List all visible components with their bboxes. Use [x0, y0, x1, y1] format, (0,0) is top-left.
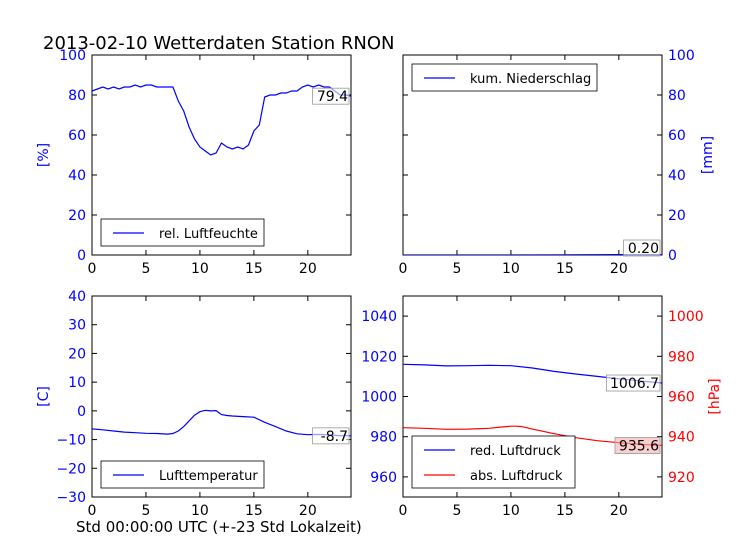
value-label-box: [312, 427, 350, 445]
legend-entry: red. Luftdruck: [470, 444, 561, 459]
value-label-box: [623, 239, 661, 257]
x-tick-label: 15: [245, 503, 263, 519]
x-tick-label: 10: [191, 503, 209, 519]
y-tick-label-right: 940: [668, 430, 695, 446]
y-tick-label-right: 960: [668, 390, 695, 406]
x-tick-label: 5: [141, 261, 150, 277]
y-tick-label-right: 980: [668, 349, 695, 365]
y-tick-label: 80: [668, 88, 686, 104]
y-tick-label: 960: [370, 470, 397, 486]
last-value-label: 0.20: [628, 241, 659, 257]
y-tick-label-right: 920: [668, 470, 695, 486]
y-tick-label: 40: [68, 168, 86, 184]
legend: kum. Niederschlag: [411, 63, 598, 92]
y-tick-label: 1000: [361, 390, 397, 406]
y-tick-label: 20: [668, 208, 686, 224]
value-label-box: [606, 374, 661, 392]
y-tick-label: 40: [668, 168, 686, 184]
y-tick-label: 100: [668, 48, 695, 64]
figure-title: 2013-02-10 Wetterdaten Station RNON: [43, 33, 394, 54]
x-tick-label: 20: [299, 261, 317, 277]
last-value-label: 935.6: [619, 439, 659, 455]
x-tick-label: 0: [88, 261, 97, 277]
y-axis-label: [%]: [36, 143, 52, 167]
last-value-label: 1006.7: [610, 376, 659, 392]
y-tick-label: 1020: [361, 349, 397, 365]
y-tick-label: 30: [68, 318, 86, 334]
y-tick-label: 0: [77, 404, 86, 420]
y-tick-label: 40: [68, 289, 86, 305]
x-tick-label: 20: [610, 503, 628, 519]
x-tick-label: 5: [141, 503, 150, 519]
x-tick-label: 15: [245, 261, 263, 277]
y-axis-label-right: [hPa]: [707, 378, 723, 414]
y-tick-label: 20: [68, 208, 86, 224]
y-tick-label: 20: [68, 346, 86, 362]
value-label-box: [614, 437, 661, 454]
last-value-label: 79.4: [317, 89, 348, 105]
y-tick-label: 980: [370, 430, 397, 446]
x-tick-label: 0: [399, 261, 408, 277]
plot-frame: [91, 54, 352, 256]
chart-humidity: 0 5 10 15 20 0 20 40 60 80 100 [%] 79.4 rel. Luftfeuc…: [36, 48, 352, 277]
x-tick-label: 0: [399, 503, 408, 519]
x-tick-label: 5: [452, 261, 461, 277]
y-tick-label: −10: [56, 433, 86, 449]
plot-frame: [91, 295, 352, 498]
legend-entry: rel. Luftfeuchte: [159, 227, 258, 242]
y-tick-label: 0: [77, 248, 86, 264]
legend-entry: kum. Niederschlag: [470, 72, 591, 87]
series-line-lufttemperatur: [92, 409, 351, 437]
x-tick-label: 0: [88, 503, 97, 519]
last-value-label: -8.7: [321, 429, 348, 445]
legend-frame: [411, 435, 576, 489]
y-axis-label: [C]: [36, 386, 52, 407]
x-axis-label: Std 00:00:00 UTC (+-23 Std Lokalzeit): [76, 518, 362, 536]
legend-entry: Lufttemperatur: [159, 469, 258, 484]
y-tick-label: 100: [59, 48, 86, 64]
y-tick-label: 0: [668, 248, 677, 264]
legend-entry: abs. Luftdruck: [470, 469, 563, 484]
y-tick-label: 10: [68, 375, 86, 391]
y-tick-label: −20: [56, 461, 86, 477]
x-tick-label: 5: [452, 503, 461, 519]
y-tick-label: 60: [68, 128, 86, 144]
y-tick-label: −30: [56, 490, 86, 506]
x-tick-label: 15: [556, 261, 574, 277]
x-tick-label: 20: [610, 261, 628, 277]
x-tick-label: 20: [299, 503, 317, 519]
x-tick-label: 10: [502, 261, 520, 277]
x-tick-label: 15: [556, 503, 574, 519]
legend: Lufttemperatur: [100, 460, 265, 489]
y-tick-label: 80: [68, 88, 86, 104]
legend: rel. Luftfeuchte: [100, 218, 265, 247]
x-tick-label: 10: [191, 261, 209, 277]
series-line-rel-luftfeuchte: [92, 84, 351, 156]
value-label-box: [312, 87, 350, 105]
series-line-abs-luftdruck: [403, 425, 662, 447]
y-tick-label: 1040: [361, 309, 397, 325]
x-tick-label: 10: [502, 503, 520, 519]
y-tick-label-right: 1000: [668, 309, 704, 325]
chart-temperature: 0 5 10 15 20 −30 −20 −10 0 10 20 30 40 [C] -8.7 Lufttem…: [36, 289, 352, 519]
legend: red. Luftdruck abs. Luftdruck: [411, 435, 576, 489]
y-tick-label: 60: [668, 128, 686, 144]
chart-precip: 0 5 10 15 20 0 20 40 60 80 100 [mm] 0.20 kum. Nieders…: [399, 48, 716, 277]
chart-pressure: 0 5 10 15 20 960 980 1000 1020 1040 920 940 960 980 10…: [361, 295, 723, 519]
y-axis-label: [mm]: [700, 136, 716, 174]
